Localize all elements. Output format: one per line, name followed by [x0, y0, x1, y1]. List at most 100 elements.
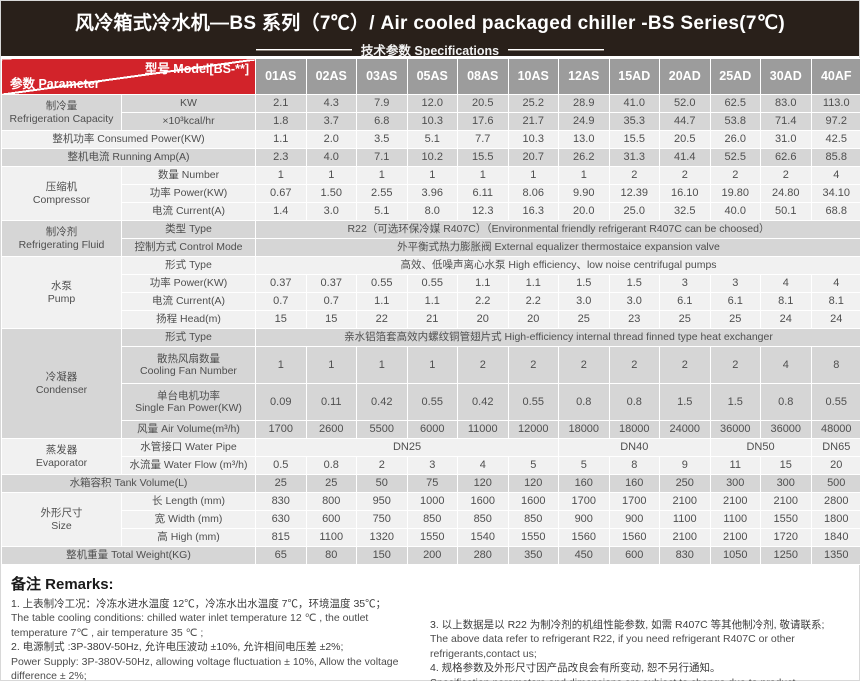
value-cell: 85.8 — [810, 148, 860, 167]
value-cell: 1100 — [305, 528, 357, 547]
value-cell: 6.1 — [709, 292, 761, 311]
value-cell: 630 — [255, 510, 307, 529]
value-cell: 53.8 — [709, 112, 761, 131]
value-cell: 28.9 — [558, 94, 610, 113]
value-cell: 4.3 — [305, 94, 357, 113]
merged-value-cell: R22（可选环保冷媒 R407C）（Environmental friendly… — [255, 220, 860, 239]
value-cell: 300 — [709, 474, 761, 493]
table-row: 功率 Power(KW) 0.37 0.37 0.55 0.55 1.1 1.1 1.5 1.5… — [2, 274, 860, 293]
value-cell: 850 — [406, 510, 458, 529]
table-row: 制冷剂 Refrigerating Fluid 类型 Type R22（可选环保冷媒… — [1, 220, 860, 257]
table-row: 制冷量 Refrigeration Capacity KW 2.1 4.3 7.9 12.… — [1, 94, 860, 131]
header-row: 参数 Parameter 型号 Model[BS-**] 01AS 02AS 03AS 0… — [1, 58, 860, 95]
value-cell: 2100 — [659, 528, 711, 547]
value-cell: 1.1 — [406, 292, 458, 311]
value-cell: 25 — [255, 474, 307, 493]
value-cell: 0.55 — [810, 383, 860, 421]
value-cell: 12.39 — [608, 184, 660, 203]
value-cell: 10.3 — [406, 112, 458, 131]
value-cell: 0.11 — [305, 383, 357, 421]
spanned-value-cell: DN65 — [810, 438, 860, 457]
category-cell: 水泵 Pump — [1, 256, 122, 329]
value-cell: 20.7 — [507, 148, 559, 167]
value-cell: 5 — [558, 456, 610, 475]
value-cell: 0.55 — [406, 274, 458, 293]
value-cell: 44.7 — [659, 112, 711, 131]
value-cell: 950 — [356, 492, 408, 511]
value-cell: 1.4 — [255, 202, 307, 221]
value-cell: 8.1 — [810, 292, 860, 311]
value-cell: 1550 — [507, 528, 559, 547]
value-cell: 1 — [255, 346, 307, 384]
value-cell: 0.8 — [608, 383, 660, 421]
value-cell: 41.4 — [659, 148, 711, 167]
value-cell: 0.37 — [255, 274, 307, 293]
right-decor-line — [508, 48, 605, 51]
value-cell: 0.8 — [558, 383, 610, 421]
row-label-cell: 形式 Type — [121, 328, 256, 347]
value-cell: 1.50 — [305, 184, 357, 203]
row-label-cell: 电流 Current(A) — [121, 292, 256, 311]
remark-note-english: The above data refer to refrigerant R22,… — [430, 633, 795, 660]
value-cell: 35.3 — [608, 112, 660, 131]
value-cell: 2100 — [709, 528, 761, 547]
value-cell: 1 — [558, 166, 610, 185]
value-cell: 2100 — [760, 492, 812, 511]
value-cell: 23 — [608, 310, 660, 329]
value-cell: 50 — [356, 474, 408, 493]
value-cell: 2.1 — [255, 94, 307, 113]
remark-note-chinese: 4. 规格参数及外形尺寸因产品改良会有所变动, 恕不另行通知。 — [430, 662, 721, 675]
value-cell: 15 — [760, 456, 812, 475]
value-cell: 1.8 — [255, 112, 307, 131]
table-row: 功率 Power(KW) 0.67 1.50 2.55 3.96 6.11 8.06 9.90… — [2, 184, 860, 203]
value-cell: 32.5 — [659, 202, 711, 221]
value-cell: 2800 — [810, 492, 860, 511]
remark-note-chinese: 1. 上表制冷工况：冷冻水进水温度 12℃，冷冻水出水温度 7℃，环境温度 35… — [11, 598, 387, 610]
value-cell: 65 — [255, 546, 307, 565]
value-cell: 1320 — [356, 528, 408, 547]
value-cell: 2.55 — [356, 184, 408, 203]
row-label-cell: 水箱容积 Tank Volume(L) — [1, 474, 256, 493]
value-cell: 16.3 — [507, 202, 559, 221]
value-cell: 0.09 — [255, 383, 307, 421]
value-cell: 1560 — [558, 528, 610, 547]
value-cell: 0.55 — [507, 383, 559, 421]
row-label-cell: 类型 Type — [121, 220, 256, 239]
row-label-cell: 整机功率 Consumed Power(KW) — [1, 130, 256, 149]
value-cell: 815 — [255, 528, 307, 547]
value-cell: 4 — [457, 456, 509, 475]
model-column-header: 30AD — [760, 58, 812, 95]
value-cell: 62.5 — [709, 94, 761, 113]
value-cell: 750 — [356, 510, 408, 529]
value-cell: 2 — [659, 346, 711, 384]
row-label-cell: 数量 Number — [121, 166, 256, 185]
model-column-header: 40AF — [810, 58, 860, 95]
table-row: 整机功率 Consumed Power(KW) 1.1 2.0 3.5 5.1 7.7 10… — [1, 130, 860, 149]
table-head: 参数 Parameter 型号 Model[BS-**] 01AS 02AS 03AS 0… — [1, 58, 860, 95]
value-cell: 8.06 — [507, 184, 559, 203]
table-row: 水流量 Water Flow (m³/h) 0.5 0.8 2 3 4 5 5 8 9 11 15 20 — [2, 456, 860, 475]
spec-table: 参数 Parameter 型号 Model[BS-**] 01AS 02AS 03AS 0… — [1, 58, 860, 565]
row-label-cell: 风量 Air Volume(m³/h) — [121, 420, 256, 439]
value-cell: 0.55 — [406, 383, 458, 421]
value-cell: 0.42 — [356, 383, 408, 421]
table-row: 压缩机 Compressor 数量 Number 1 1 1 1 1 1 1 2 2 2 2 4 — [1, 166, 860, 221]
value-cell: 8.0 — [406, 202, 458, 221]
value-cell: 80 — [305, 546, 357, 565]
row-label-cell: KW — [121, 94, 256, 113]
row-label-cell: 宽 Width (mm) — [121, 510, 256, 529]
value-cell: 1550 — [760, 510, 812, 529]
model-column-header: 12AS — [558, 58, 610, 95]
row-label-cell: 高 High (mm) — [121, 528, 256, 547]
value-cell: 4 — [760, 346, 812, 384]
value-cell: 12.3 — [457, 202, 509, 221]
value-cell: 36000 — [709, 420, 761, 439]
category-cell: 冷凝器 Condenser — [1, 328, 122, 439]
table-row: 散热风扇数量 Cooling Fan Number 1 1 1 1 2 2 2 2 2 2 4 8 — [2, 346, 860, 384]
value-cell: 1.5 — [709, 383, 761, 421]
value-cell: 2 — [356, 456, 408, 475]
value-cell: 2100 — [709, 492, 761, 511]
remark-note: 1. 上表制冷工况：冷冻水进水温度 12℃，冷冻水出水温度 7℃，环境温度 35… — [11, 597, 416, 640]
value-cell: 250 — [659, 474, 711, 493]
value-cell: 1 — [356, 166, 408, 185]
